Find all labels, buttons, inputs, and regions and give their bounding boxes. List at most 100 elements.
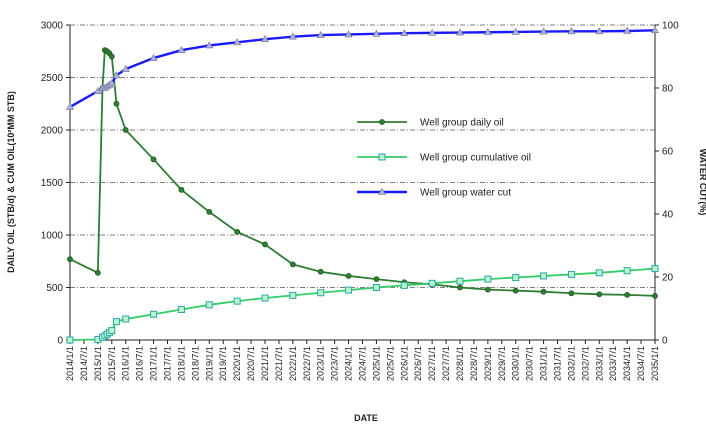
data-point-cumulative-oil <box>456 277 464 285</box>
right-tick-label: 0 <box>662 336 668 347</box>
data-point-water-cut <box>344 30 353 38</box>
x-tick-label: 2030/1/1 <box>511 346 521 381</box>
data-point-daily-oil <box>512 287 519 294</box>
data-point-daily-oil <box>150 156 157 163</box>
x-tick-label: 2023/1/1 <box>316 346 326 381</box>
data-point-cumulative-oil <box>595 269 603 277</box>
data-point-cumulative-oil <box>317 289 325 297</box>
series-layer <box>65 26 660 344</box>
data-point-daily-oil <box>596 291 603 298</box>
data-point-daily-oil <box>113 100 120 107</box>
x-tick-label: 2031/7/1 <box>553 346 563 381</box>
legend-label: Well group water cut <box>420 188 511 199</box>
x-tick-label: 2019/1/1 <box>204 346 214 381</box>
x-tick-label: 2025/1/1 <box>371 346 381 381</box>
data-point-water-cut <box>149 53 158 61</box>
data-point-cumulative-oil <box>150 310 158 318</box>
data-point-daily-oil <box>317 268 324 275</box>
data-point-cumulative-oil <box>233 297 241 305</box>
data-point-cumulative-oil <box>66 336 74 344</box>
data-point-water-cut <box>233 38 242 46</box>
data-point-cumulative-oil <box>540 272 548 280</box>
data-point-cumulative-oil <box>400 281 408 289</box>
data-point-cumulative-oil <box>345 286 353 294</box>
x-tick-label: 2014/7/1 <box>79 346 89 381</box>
data-point-water-cut <box>567 27 576 35</box>
data-point-water-cut <box>595 27 604 35</box>
data-point-daily-oil <box>94 269 101 276</box>
right-axis-title: WATER CUT(%) <box>698 149 706 216</box>
data-point-cumulative-oil <box>261 294 269 302</box>
x-tick-label: 2023/7/1 <box>330 346 340 381</box>
data-point-daily-oil <box>568 290 575 297</box>
data-point-daily-oil <box>122 127 129 133</box>
x-axis-ticks: 2014/1/1 2014/7/1 2015/1/1 2015/7/1 2016/1/1… <box>65 340 660 381</box>
x-tick-label: 2021/1/1 <box>260 346 270 381</box>
x-tick-label: 2026/1/1 <box>399 346 409 381</box>
x-tick-label: 2021/7/1 <box>274 346 284 381</box>
data-point-daily-oil <box>108 53 115 60</box>
x-tick-label: 2032/1/1 <box>566 346 576 381</box>
x-tick-label: 2017/7/1 <box>163 346 173 381</box>
data-point-water-cut <box>455 28 465 36</box>
data-point-daily-oil <box>540 288 547 295</box>
data-point-daily-oil <box>289 261 296 268</box>
data-point-water-cut <box>65 102 75 110</box>
x-tick-label: 2022/1/1 <box>288 346 298 381</box>
data-point-cumulative-oil <box>372 284 380 291</box>
data-point-cumulative-oil <box>484 275 492 283</box>
legend-swatch-marker <box>377 187 387 195</box>
series-line-cumulative-oil <box>69 267 656 341</box>
x-tick-label: 2018/7/1 <box>190 346 200 381</box>
right-tick-label: 80 <box>662 84 674 95</box>
legend-label: Well group daily oil <box>420 118 504 129</box>
x-tick-label: 2029/7/1 <box>497 346 507 381</box>
data-point-daily-oil <box>373 276 380 282</box>
legend: Well group daily oil Well group cumulativ… <box>357 118 531 199</box>
legend-swatch-marker <box>379 119 385 125</box>
x-tick-label: 2034/7/1 <box>636 346 646 381</box>
x-tick-label: 2022/7/1 <box>302 346 312 381</box>
legend-item-water-cut: Well group water cut <box>357 188 511 199</box>
data-point-cumulative-oil <box>205 301 213 309</box>
x-tick-label: 2032/7/1 <box>580 346 590 381</box>
series-cumulative-oil <box>66 265 659 344</box>
left-tick-label: 2500 <box>41 73 64 84</box>
right-tick-label: 60 <box>662 147 674 158</box>
x-tick-label: 2028/1/1 <box>455 346 465 381</box>
data-point-daily-oil <box>178 186 185 193</box>
right-tick-label: 20 <box>662 273 674 284</box>
x-tick-label: 2017/1/1 <box>149 346 159 381</box>
x-tick-label: 2033/1/1 <box>594 346 604 381</box>
x-tick-label: 2026/7/1 <box>413 346 423 381</box>
x-tick-label: 2031/1/1 <box>539 346 549 381</box>
x-tick-label: 2020/7/1 <box>246 346 256 381</box>
data-point-water-cut <box>539 27 548 35</box>
data-point-cumulative-oil <box>112 318 120 326</box>
data-point-cumulative-oil <box>289 291 297 299</box>
data-point-water-cut <box>511 27 520 35</box>
series-daily-oil <box>67 47 658 299</box>
x-tick-label: 2015/1/1 <box>93 346 103 381</box>
series-water-cut <box>65 26 660 110</box>
x-tick-label: 2027/1/1 <box>427 346 437 381</box>
left-tick-label: 1500 <box>41 178 64 189</box>
x-tick-label: 2020/1/1 <box>232 346 242 381</box>
data-point-daily-oil <box>345 273 352 279</box>
data-point-daily-oil <box>624 291 631 298</box>
left-axis-ticks: 0 500 1000 1500 2000 2500 3000 <box>41 21 70 347</box>
data-point-water-cut <box>112 71 121 79</box>
left-tick-label: 500 <box>46 283 63 294</box>
x-axis-title: DATE <box>354 413 378 423</box>
data-point-cumulative-oil <box>512 274 520 282</box>
x-tick-label: 2034/1/1 <box>622 346 632 381</box>
left-axis-title: DAILY OIL (STB/d) & CUM OIL(10²MM STB) <box>6 91 16 273</box>
left-tick-label: 3000 <box>41 21 64 32</box>
left-tick-label: 1000 <box>41 231 64 242</box>
data-point-daily-oil <box>206 208 213 215</box>
data-point-water-cut <box>260 35 270 42</box>
data-point-water-cut <box>121 65 130 72</box>
x-tick-label: 2018/1/1 <box>176 346 186 381</box>
right-axis-ticks: 0 20 40 60 80 100 <box>655 21 679 347</box>
